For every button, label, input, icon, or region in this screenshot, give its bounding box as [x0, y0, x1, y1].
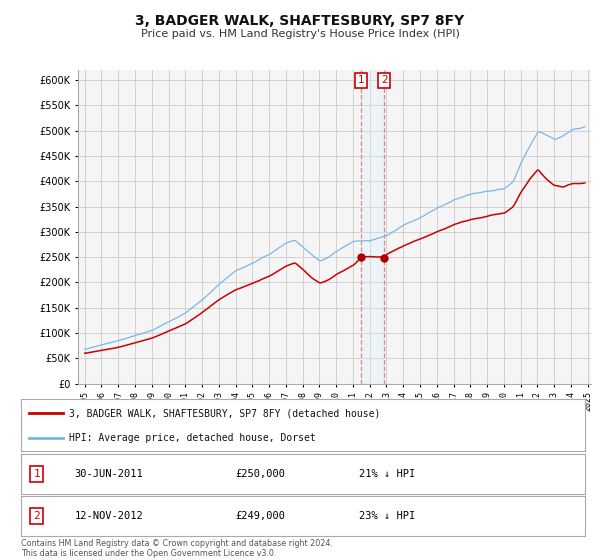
Text: 3, BADGER WALK, SHAFTESBURY, SP7 8FY (detached house): 3, BADGER WALK, SHAFTESBURY, SP7 8FY (de…	[69, 408, 380, 418]
Text: 3, BADGER WALK, SHAFTESBURY, SP7 8FY: 3, BADGER WALK, SHAFTESBURY, SP7 8FY	[136, 14, 464, 28]
Bar	[361, 70, 384, 384]
Text: Contains HM Land Registry data © Crown copyright and database right 2024.: Contains HM Land Registry data © Crown c…	[21, 539, 333, 548]
Text: 1: 1	[358, 75, 364, 85]
Text: 2: 2	[381, 75, 388, 85]
Text: Price paid vs. HM Land Registry's House Price Index (HPI): Price paid vs. HM Land Registry's House …	[140, 29, 460, 39]
Text: HPI: Average price, detached house, Dorset: HPI: Average price, detached house, Dors…	[69, 433, 316, 443]
Text: 21% ↓ HPI: 21% ↓ HPI	[359, 469, 416, 479]
Text: 1: 1	[34, 469, 40, 479]
Text: This data is licensed under the Open Government Licence v3.0.: This data is licensed under the Open Gov…	[21, 549, 277, 558]
Text: £250,000: £250,000	[235, 469, 286, 479]
Text: 12-NOV-2012: 12-NOV-2012	[74, 511, 143, 521]
Text: 23% ↓ HPI: 23% ↓ HPI	[359, 511, 416, 521]
Text: 30-JUN-2011: 30-JUN-2011	[74, 469, 143, 479]
Text: £249,000: £249,000	[235, 511, 286, 521]
Text: 2: 2	[34, 511, 40, 521]
